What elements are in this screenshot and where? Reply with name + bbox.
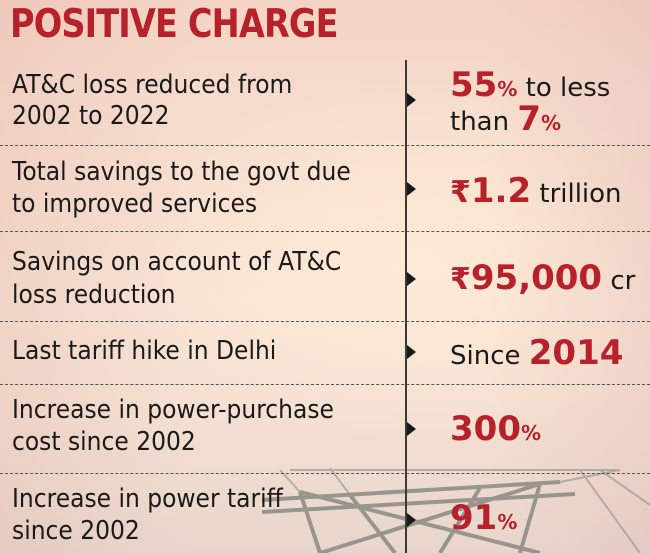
stat-value-text: trillion [531, 179, 622, 209]
stat-label-line1: AT&C loss reduced from [12, 70, 293, 100]
stat-value-number: 300 [450, 409, 521, 449]
rupee-symbol: ₹ [450, 175, 471, 210]
stat-value-number: 55 [450, 65, 498, 105]
stat-value-unit: % [497, 510, 518, 534]
page-title: POSITIVE CHARGE [10, 2, 339, 47]
pointer-arrow-icon [407, 272, 416, 286]
stat-label-line1: Total savings to the govt due [12, 157, 351, 187]
stat-value: 91% [450, 501, 518, 538]
stat-label-line2: 2002 to 2022 [12, 101, 170, 131]
stat-value-line1: 55% to less [450, 68, 611, 105]
rupee-symbol: ₹ [450, 262, 471, 297]
row-divider [0, 321, 650, 322]
stat-value-text: than [450, 107, 518, 137]
stat-value-unit: % [520, 421, 542, 445]
stat-label-line1: Last tariff hike in Delhi [12, 336, 277, 366]
stat-value-text: Since [450, 341, 529, 371]
stat-value-unit: % [497, 77, 518, 101]
stat-value: ₹1.2 trillion [450, 174, 622, 210]
row-divider [0, 384, 650, 385]
row-divider [0, 473, 650, 474]
stat-label-line1: Increase in power tariff [12, 484, 283, 514]
stat-value-text: to less [517, 73, 611, 103]
stat-label-line2: cost since 2002 [12, 427, 196, 457]
stat-label-line2: to improved services [12, 189, 258, 219]
pointer-arrow-icon [407, 93, 416, 107]
stat-label-line2: since 2002 [12, 516, 140, 546]
stat-value-number: 91 [450, 498, 498, 538]
stat-value: Since 2014 [450, 336, 623, 372]
stat-label-line1: Savings on account of AT&C [12, 247, 342, 277]
stat-value-number: 7 [517, 99, 542, 139]
stat-value-number: 95,000 [470, 258, 603, 298]
pointer-arrow-icon [407, 422, 416, 436]
stat-value-unit: % [541, 111, 562, 135]
stat-label-line2: loss reduction [12, 280, 176, 310]
pointer-arrow-icon [407, 513, 416, 527]
stat-value-line2: than 7% [450, 102, 562, 139]
column-divider [405, 60, 407, 553]
pointer-arrow-icon [407, 182, 416, 196]
pointer-arrow-icon [407, 345, 416, 359]
row-divider [0, 145, 650, 146]
stat-value-text: cr [602, 266, 636, 296]
stat-value: 300% [450, 412, 542, 449]
row-divider [0, 231, 650, 232]
stat-value-number: 1.2 [470, 171, 532, 211]
stat-label-line1: Increase in power-purchase [12, 395, 334, 425]
stat-value: ₹95,000 cr [450, 261, 636, 297]
stat-value-number: 2014 [528, 333, 624, 373]
